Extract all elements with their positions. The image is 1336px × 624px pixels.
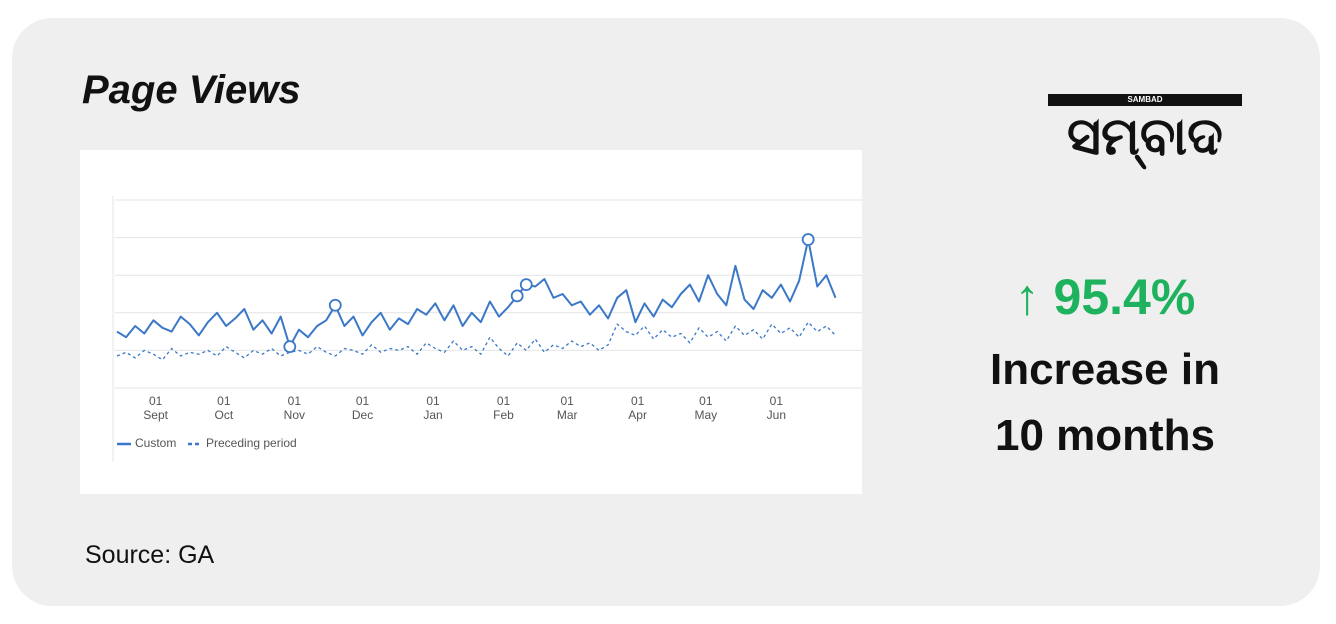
x-tick-label: 01 (217, 394, 231, 408)
highlight-marker (510, 289, 524, 303)
legend-label: Preceding period (206, 436, 297, 450)
x-tick-label: Apr (628, 408, 647, 422)
x-tick-label: 01 (149, 394, 163, 408)
stat-text: Increase in (990, 345, 1220, 394)
x-tick-label: 01 (699, 394, 713, 408)
x-tick-label: Jun (767, 408, 786, 422)
chart-panel (80, 150, 862, 494)
logo: ସମ୍ବାଦ (1067, 107, 1223, 167)
x-tick-label: May (695, 408, 718, 422)
highlight-marker (328, 298, 342, 312)
highlight-marker (519, 278, 533, 292)
x-tick-label: 01 (356, 394, 370, 408)
x-tick-label: 01 (426, 394, 440, 408)
source: Source: GA (85, 541, 215, 569)
x-tick-label: 01 (560, 394, 574, 408)
series-line (116, 238, 837, 348)
title: Page Views (82, 68, 301, 112)
x-tick-label: Mar (557, 408, 578, 422)
x-tick-label: Sept (143, 408, 168, 422)
x-tick-label: 01 (770, 394, 784, 408)
x-tick-label: Oct (215, 408, 234, 422)
x-tick-label: 01 (497, 394, 511, 408)
series-line (116, 321, 836, 361)
stat-value: ↑ 95.4% (1014, 269, 1196, 325)
x-tick-label: 01 (631, 394, 645, 408)
x-tick-label: Jan (423, 408, 442, 422)
stat-text: 10 months (994, 411, 1216, 460)
x-tick-label: Feb (493, 408, 514, 422)
highlight-marker (283, 340, 297, 354)
legend-label: Custom (135, 436, 176, 450)
x-tick-label: Dec (352, 408, 373, 422)
highlight-marker (801, 233, 815, 246)
x-tick-label: 01 (288, 394, 302, 408)
logo-top: SAMBAD (1048, 94, 1242, 106)
x-tick-label: Nov (284, 408, 305, 422)
